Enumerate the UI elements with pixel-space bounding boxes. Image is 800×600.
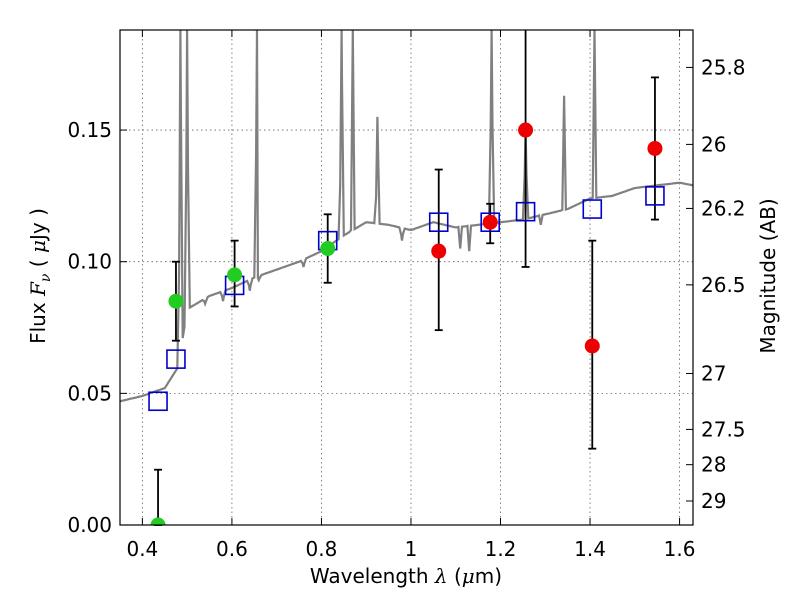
y2-tick-label: 26.5 (701, 273, 746, 297)
optical-point (168, 293, 184, 309)
spectrum-line (120, 30, 693, 403)
y2-tick-label: 29 (701, 489, 726, 513)
model-point (148, 391, 168, 412)
optical-point (227, 267, 243, 283)
y-tick-label: 0.00 (67, 513, 112, 537)
y2-tick-label: 26.2 (701, 196, 746, 220)
model-point (582, 199, 603, 219)
nir-point (584, 338, 600, 354)
y-tick-label: 0.05 (67, 381, 112, 405)
model-point (480, 212, 501, 233)
nir-point (518, 122, 534, 138)
plot-frame (119, 29, 694, 526)
x-tick-label: 0.4 (126, 537, 158, 561)
x-tick-label: 1.6 (664, 537, 696, 561)
x-tick-label: 0.6 (216, 537, 248, 561)
y2-axis-label: Magnitude (AB) (756, 198, 780, 353)
x-tick-label: 1.4 (574, 537, 606, 561)
y2-tick-label: 26 (701, 132, 726, 156)
x-tick-label: 0.8 (306, 537, 338, 561)
optical-point (150, 517, 166, 525)
model-point (166, 349, 186, 369)
axis-ticks: 0.4 0.6 0.8 1 1.2 1.4 1.6 0.00 0.05 0.10 0.15 25.8 2… (67, 30, 746, 561)
y2-tick-label: 28 (701, 453, 726, 477)
nir-point (431, 243, 447, 259)
grid-lines (120, 30, 693, 526)
model-point (515, 201, 536, 222)
y-tick-label: 0.10 (67, 250, 112, 274)
x-tick-label: 1.2 (485, 537, 517, 561)
y2-tick-label: 27 (701, 361, 726, 385)
x-axis-label: Wavelength λ (μm) (310, 564, 502, 588)
x-tick-label: 1 (405, 537, 418, 561)
model-point (645, 186, 665, 206)
y2-tick-label: 27.5 (701, 417, 746, 441)
optical-point (320, 241, 336, 257)
nir-point (647, 140, 663, 156)
plot-area (120, 30, 693, 526)
nir-point (482, 214, 498, 230)
model-point (428, 212, 449, 233)
y-tick-label: 0.15 (67, 118, 112, 142)
y-axis-label: Flux Fν ( μJy ) (26, 208, 54, 344)
y2-tick-label: 25.8 (701, 55, 746, 79)
